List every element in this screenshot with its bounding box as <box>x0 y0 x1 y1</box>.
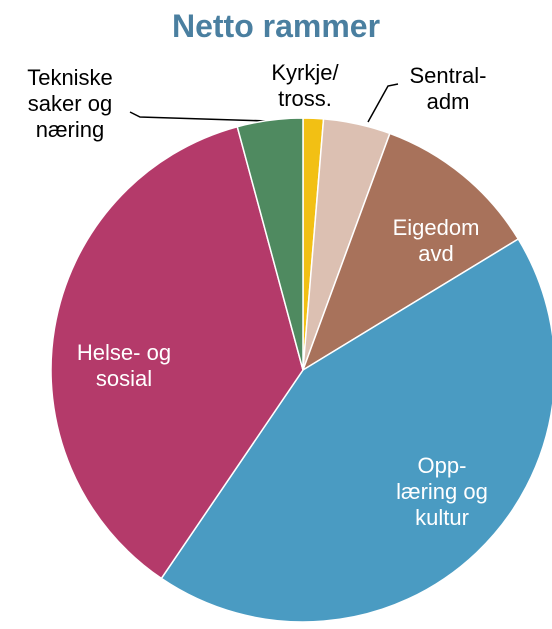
pie-slice <box>50 125 304 580</box>
pie-slice <box>236 117 304 371</box>
slice-label: Tekniske saker og næring <box>27 65 113 142</box>
slice-label: Helse- og sosial <box>76 340 172 391</box>
slice-label: Opp- læring og kultur <box>396 453 488 530</box>
slice-label: Sentral- adm <box>409 63 487 114</box>
chart-title: Netto rammer <box>171 8 381 44</box>
leader-line <box>129 111 269 122</box>
leader-line <box>367 83 399 123</box>
slice-label: Eigedom avd <box>392 215 480 266</box>
pie-slice <box>301 132 520 372</box>
slice-label: Kyrkje/ tross. <box>271 60 339 111</box>
